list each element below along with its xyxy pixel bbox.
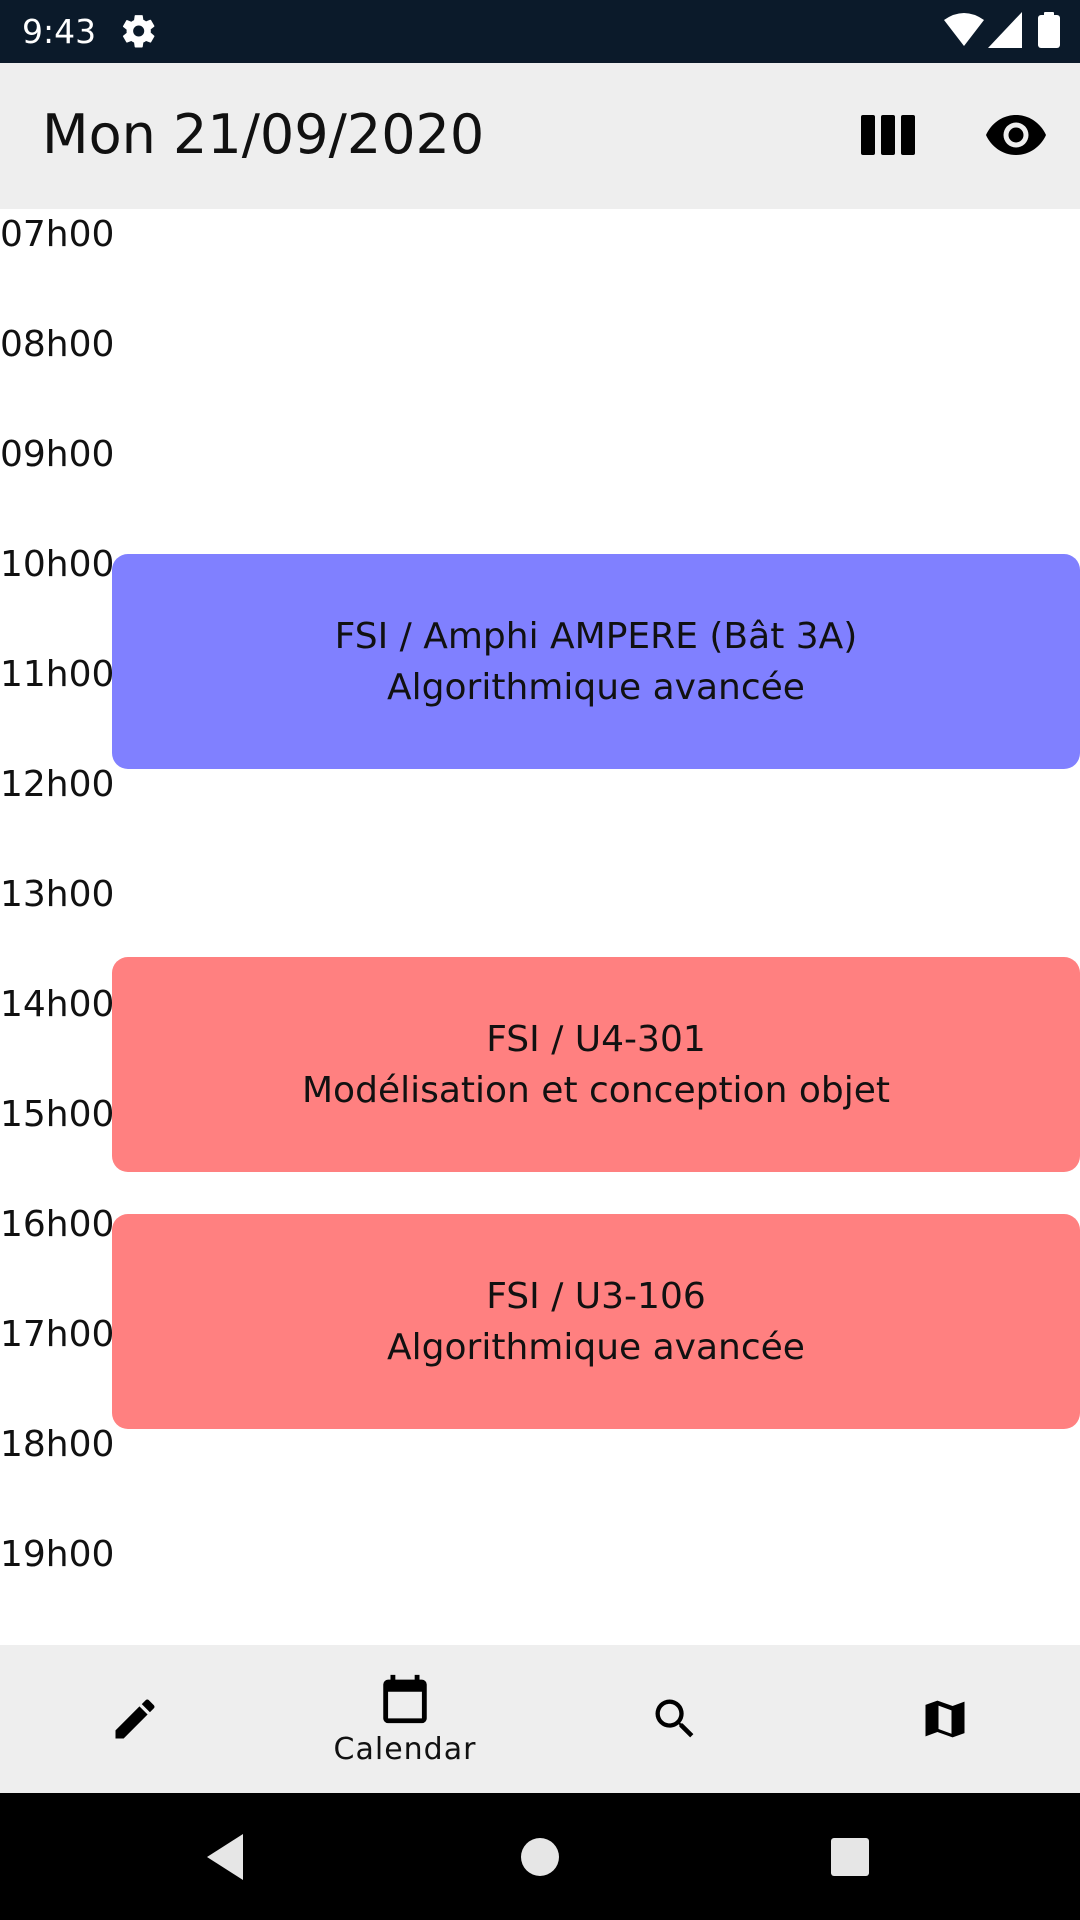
hour-label: 09h00: [0, 434, 115, 475]
hour-label: 16h00: [0, 1204, 115, 1245]
recents-icon: [831, 1838, 869, 1876]
status-bar: 9:43: [0, 0, 1080, 63]
nav-item-calendar[interactable]: Calendar: [270, 1645, 540, 1793]
calendar-icon: [383, 1674, 427, 1724]
schedule-view[interactable]: 07h00 08h00 09h00 10h00 11h00 12h00 13h0…: [0, 209, 1080, 1645]
signal-icon: [988, 12, 1022, 48]
hour-label: 18h00: [0, 1424, 115, 1465]
event-room: FSI / U4-301: [486, 1018, 706, 1060]
home-icon: [521, 1838, 559, 1876]
hour-label: 07h00: [0, 214, 115, 255]
recents-button[interactable]: [812, 1819, 888, 1895]
eye-icon: [986, 115, 1046, 155]
event-card[interactable]: FSI / U4-301 Modélisation et conception …: [112, 957, 1080, 1172]
event-room: FSI / U3-106: [486, 1275, 706, 1317]
hour-label: 14h00: [0, 984, 115, 1025]
wifi-icon: [944, 12, 984, 48]
hour-label: 17h00: [0, 1314, 115, 1355]
pencil-icon: [115, 1699, 155, 1739]
battery-icon: [1038, 12, 1060, 48]
event-room: FSI / Amphi AMPERE (Bât 3A): [334, 615, 858, 657]
visibility-button[interactable]: [976, 95, 1056, 175]
columns-icon: [861, 115, 915, 155]
event-course: Algorithmique avancée: [387, 1326, 805, 1368]
system-nav-bar: [0, 1793, 1080, 1920]
hour-label: 15h00: [0, 1094, 115, 1135]
home-button[interactable]: [502, 1819, 578, 1895]
nav-label-calendar: Calendar: [333, 1732, 477, 1767]
event-course: Modélisation et conception objet: [302, 1069, 890, 1111]
hour-label: 08h00: [0, 324, 115, 365]
hour-label: 12h00: [0, 764, 115, 805]
back-icon: [207, 1834, 243, 1880]
hour-label: 19h00: [0, 1534, 115, 1575]
bottom-nav: Calendar: [0, 1645, 1080, 1793]
hour-label: 11h00: [0, 654, 115, 695]
hour-label: 13h00: [0, 874, 115, 915]
event-card[interactable]: FSI / Amphi AMPERE (Bât 3A) Algorithmiqu…: [112, 554, 1080, 769]
status-time: 9:43: [22, 12, 97, 51]
nav-item-search[interactable]: [540, 1645, 810, 1793]
columns-view-button[interactable]: [848, 95, 928, 175]
event-card[interactable]: FSI / U3-106 Algorithmique avancée: [112, 1214, 1080, 1429]
event-course: Algorithmique avancée: [387, 666, 805, 708]
back-button[interactable]: [188, 1819, 264, 1895]
nav-item-edit[interactable]: [0, 1645, 270, 1793]
nav-item-map[interactable]: [810, 1645, 1080, 1793]
gear-icon: [120, 12, 158, 50]
app-bar: Mon 21/09/2020: [0, 63, 1080, 209]
map-icon: [925, 1700, 965, 1738]
search-icon: [655, 1699, 694, 1738]
page-title: Mon 21/09/2020: [42, 103, 485, 166]
hour-label: 10h00: [0, 544, 115, 585]
